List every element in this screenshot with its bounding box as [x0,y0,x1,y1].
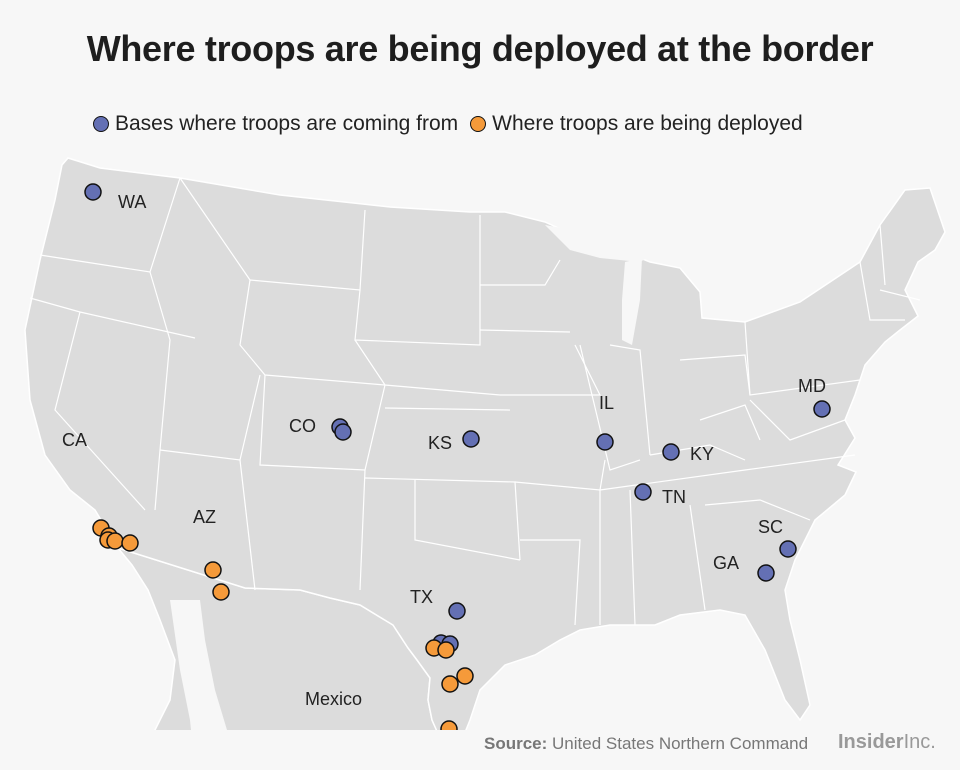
legend-swatch-bases [93,116,109,132]
base-marker-ga [757,564,775,582]
source-text: United States Northern Command [552,734,809,753]
label-ks: KS [428,433,452,453]
usa-shape [24,157,946,730]
label-tn: TN [662,487,686,507]
deploy-marker-tx-4 [441,675,459,693]
label-az: AZ [193,507,216,527]
base-marker-wa [84,183,102,201]
us-mexico-map: WA CA CO KS IL KY MD TN SC GA AZ TX Mexi… [24,157,946,730]
map-title: Where troops are being deployed at the b… [86,28,874,69]
label-md: MD [798,376,826,396]
label-wa: WA [118,192,146,212]
legend-swatch-deployed [470,116,487,132]
brand-logo: InsiderInc. [838,731,936,754]
label-ga: GA [713,553,739,573]
lake-superior [545,225,660,262]
legend-label-deployed: Where troops are being deployed [492,112,803,135]
base-marker-ks [462,430,480,448]
deploy-marker-tx-3 [456,667,474,685]
label-co: CO [289,416,316,436]
deploy-marker-ca-4 [106,532,124,550]
base-marker-md [813,400,831,418]
label-mexico: Mexico [305,689,362,709]
base-marker-tx-1 [448,602,466,620]
legend-item-bases: Bases where troops are coming from [93,112,458,136]
legend: Bases where troops are coming from Where… [93,112,815,136]
deploy-marker-tx-5 [440,720,458,730]
base-marker-sc [779,540,797,558]
deploy-marker-tx-2 [437,641,455,659]
deploy-marker-az-1 [204,561,222,579]
legend-item-deployed: Where troops are being deployed [470,112,803,136]
deploy-marker-az-2 [212,583,230,601]
legend-label-bases: Bases where troops are coming from [115,112,459,135]
label-tx: TX [410,587,433,607]
label-il: IL [599,393,614,413]
brand-light: Inc. [903,731,936,753]
source-prefix: Source: [484,734,548,753]
base-marker-il [596,433,614,451]
brand-bold: Insider [838,731,904,753]
base-marker-co-2 [334,423,352,441]
base-marker-tn [634,483,652,501]
label-ca: CA [62,430,87,450]
lake-michigan [622,258,642,345]
base-marker-ky [662,443,680,461]
deploy-marker-ca-5 [121,534,139,552]
source-note: Source: United States Northern Command [484,734,808,754]
label-sc: SC [758,517,783,537]
label-ky: KY [690,444,714,464]
